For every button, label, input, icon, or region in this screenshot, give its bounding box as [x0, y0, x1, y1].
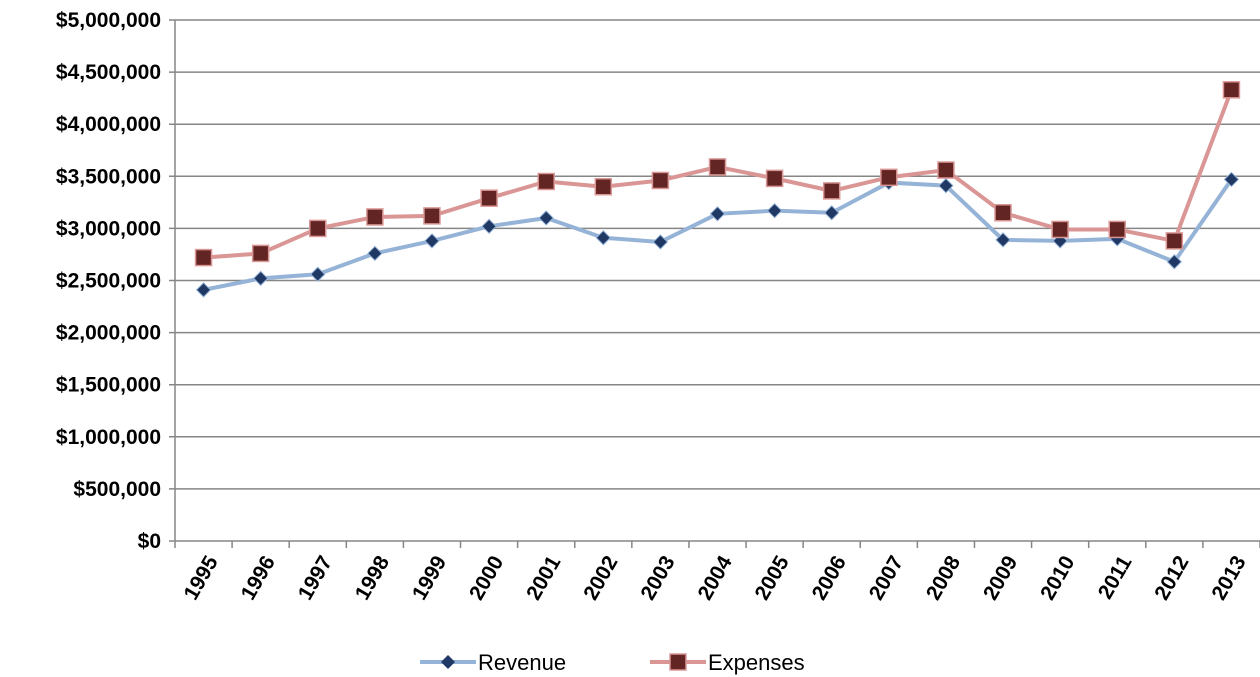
- revenue-point: [995, 232, 1011, 248]
- expenses-point: [480, 189, 498, 207]
- y-tick-label: $1,500,000: [56, 374, 161, 397]
- expenses-point: [880, 168, 898, 187]
- revenue-point: [766, 202, 783, 219]
- expenses-point: [937, 161, 955, 179]
- revenue-point: [709, 206, 726, 222]
- expenses-point: [994, 204, 1012, 222]
- series-layer: [194, 81, 1241, 298]
- expenses-point: [1165, 232, 1184, 250]
- legend-diamond-marker: [441, 655, 455, 669]
- revenue-point: [595, 230, 611, 246]
- expenses-point: [366, 208, 384, 226]
- x-tick-label: 2003: [636, 552, 679, 604]
- y-tick-label: $2,500,000: [56, 270, 161, 293]
- x-tick-label: 2005: [751, 552, 794, 604]
- revenue-point: [1166, 254, 1183, 270]
- legend-label: Revenue: [478, 650, 566, 675]
- revenue-point: [310, 266, 326, 282]
- y-tick-label: $1,000,000: [56, 426, 161, 449]
- x-tick-label: 2013: [1207, 552, 1250, 604]
- expenses-point: [765, 169, 784, 188]
- x-tick-label: 2010: [1036, 552, 1079, 604]
- expenses-point: [1222, 81, 1241, 99]
- x-tick-label: 2002: [579, 552, 622, 604]
- revenue-point: [1223, 171, 1240, 188]
- y-tick-label: $2,000,000: [56, 322, 161, 345]
- x-tick-label: 1996: [237, 552, 280, 604]
- y-tick-label: $500,000: [73, 478, 161, 501]
- revenue-point: [824, 205, 840, 221]
- revenue-point: [938, 177, 954, 194]
- expenses-point: [594, 177, 613, 196]
- expenses-point: [1051, 220, 1069, 239]
- x-tick-label: 2000: [465, 552, 508, 604]
- revenue-point: [252, 270, 269, 287]
- revenue-point: [424, 233, 440, 249]
- revenue-point: [195, 282, 212, 298]
- x-tick-label: 1997: [294, 552, 337, 604]
- x-tick-label: 2008: [922, 552, 965, 604]
- y-tick-label: $5,000,000: [56, 9, 161, 32]
- legend-item-expenses: Expenses: [650, 650, 805, 675]
- expenses-point: [194, 248, 213, 267]
- y-tick-label: $0: [138, 530, 161, 553]
- expenses-point: [822, 182, 841, 200]
- grid-lines: [169, 19, 1260, 542]
- x-tick-label: 2011: [1094, 552, 1137, 603]
- x-tick-label: 1999: [408, 552, 451, 604]
- series-line-revenue: [203, 178, 1234, 292]
- x-tick-label: 2001: [522, 552, 565, 604]
- y-tick-label: $4,500,000: [56, 61, 161, 84]
- expenses-point: [1108, 220, 1126, 239]
- y-tick-label: $4,000,000: [56, 113, 161, 136]
- expenses-point: [251, 244, 270, 263]
- x-tick-label: 1995: [180, 552, 223, 604]
- revenue-point: [538, 210, 554, 226]
- x-tick-label: 2009: [979, 552, 1022, 604]
- x-tick-label: 2004: [693, 552, 736, 604]
- x-tick-label: 2006: [808, 552, 851, 604]
- legend-square-marker: [669, 653, 687, 671]
- expenses-point: [423, 207, 441, 225]
- y-axis: $0 $500,000 $1,000,000 $1,500,000 $2,000,000…: [56, 9, 176, 553]
- x-tick-label: 1998: [351, 552, 394, 604]
- legend-label: Expenses: [708, 650, 805, 675]
- y-tick-label: $3,000,000: [56, 217, 161, 240]
- expenses-point: [651, 171, 670, 190]
- legend-item-revenue: Revenue: [420, 650, 566, 675]
- y-tick-label: $3,500,000: [56, 165, 161, 188]
- revenue-point: [481, 218, 497, 235]
- revenue-point: [652, 234, 669, 250]
- x-axis: 1995 1996 1997 1998 1999 2000 2001 2002 2003 2004…: [174, 541, 1260, 604]
- x-tick-label: 2007: [865, 552, 908, 604]
- expenses-point: [537, 172, 555, 191]
- legend: Revenue Expenses: [420, 650, 805, 675]
- revenue-point: [367, 245, 383, 262]
- expenses-point: [309, 219, 327, 238]
- expenses-point: [708, 158, 727, 176]
- x-tick-label: 2012: [1150, 552, 1193, 604]
